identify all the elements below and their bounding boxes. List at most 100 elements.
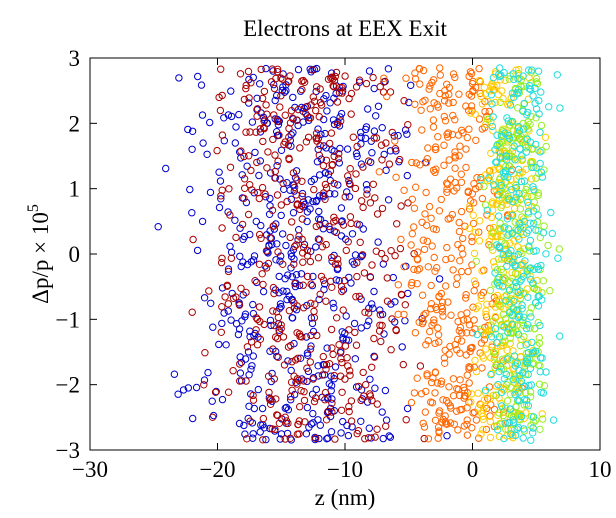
data-point-s3	[528, 202, 536, 211]
data-point-s1	[300, 377, 308, 385]
data-point-s1	[296, 144, 304, 152]
data-point-s2	[451, 164, 459, 172]
data-point-s2	[423, 155, 431, 163]
data-point-s1	[264, 259, 273, 268]
data-point-s2	[465, 125, 473, 133]
data-point-s5	[514, 122, 523, 131]
data-point-s2	[422, 188, 430, 197]
data-point-s1	[366, 199, 375, 207]
data-point-s0	[364, 105, 372, 113]
data-point-s0	[170, 370, 179, 378]
data-point-s2	[442, 282, 450, 290]
data-point-s1	[268, 425, 276, 433]
data-point-s0	[272, 256, 280, 264]
data-point-s2	[419, 236, 427, 244]
data-point-s1	[257, 234, 265, 243]
data-point-s2	[462, 351, 470, 359]
data-point-s1	[329, 82, 337, 90]
data-point-s1	[246, 128, 254, 136]
data-point-s4	[497, 420, 505, 428]
data-point-s1	[208, 413, 217, 421]
data-point-s5	[518, 305, 526, 313]
data-point-s0	[198, 217, 207, 226]
data-point-s1	[362, 381, 370, 389]
data-point-s4	[497, 203, 505, 212]
data-point-s1	[310, 307, 318, 316]
data-point-s0	[312, 385, 320, 394]
data-point-s1	[321, 396, 329, 404]
data-point-s3	[506, 239, 514, 247]
data-point-s0	[313, 196, 321, 205]
data-point-s4	[496, 224, 504, 233]
data-point-s1	[273, 334, 282, 343]
data-point-s1	[299, 281, 307, 289]
data-point-s1	[316, 85, 324, 93]
data-point-s4	[480, 182, 488, 191]
data-point-s0	[215, 203, 224, 212]
data-point-s0	[407, 81, 415, 90]
data-point-s1	[332, 228, 340, 237]
data-point-s5	[542, 250, 550, 258]
data-point-s5	[525, 66, 533, 74]
data-point-s5	[522, 148, 531, 156]
data-point-s2	[431, 143, 440, 151]
data-point-s5	[499, 168, 508, 177]
data-point-s2	[424, 144, 432, 152]
data-point-s1	[216, 106, 225, 115]
data-point-s3	[511, 359, 519, 367]
data-point-s2	[430, 316, 438, 324]
data-point-s1	[224, 300, 233, 308]
data-point-s1	[311, 394, 320, 402]
data-point-s0	[369, 304, 377, 312]
data-point-s1	[271, 151, 279, 159]
data-point-s0	[250, 252, 259, 260]
data-point-s1	[378, 204, 387, 213]
data-point-s5	[554, 254, 562, 262]
data-point-s2	[414, 248, 422, 256]
data-point-s1	[316, 221, 324, 229]
data-point-s1	[300, 396, 309, 405]
data-point-s2	[451, 116, 459, 124]
data-point-s1	[295, 376, 303, 385]
data-point-s5	[528, 349, 537, 357]
data-point-s0	[368, 149, 376, 157]
data-point-s2	[435, 338, 443, 346]
data-point-s5	[505, 195, 513, 203]
data-point-s4	[489, 317, 497, 325]
data-point-s2	[449, 111, 457, 120]
data-point-s2	[425, 85, 433, 93]
data-point-s4	[497, 320, 506, 329]
data-point-s1	[353, 259, 361, 267]
data-point-s2	[428, 321, 436, 329]
data-point-s2	[447, 254, 455, 262]
data-point-s1	[293, 176, 301, 184]
data-point-s5	[516, 145, 524, 153]
data-point-s1	[295, 417, 303, 425]
data-point-s2	[430, 253, 438, 262]
data-point-s2	[434, 434, 442, 442]
data-point-s1	[272, 74, 280, 83]
data-point-s0	[363, 186, 371, 194]
data-point-s0	[217, 195, 225, 203]
data-point-s0	[365, 424, 373, 432]
data-point-s0	[252, 217, 260, 226]
data-point-s0	[348, 258, 357, 266]
data-point-s2	[444, 129, 452, 137]
data-point-s1	[270, 375, 278, 383]
data-point-s2	[486, 412, 494, 420]
data-point-s2	[437, 289, 446, 298]
data-point-s4	[501, 315, 510, 323]
data-point-s2	[459, 234, 467, 243]
data-point-s1	[340, 276, 349, 285]
data-point-s2	[464, 389, 472, 397]
data-point-s4	[536, 233, 544, 242]
data-point-s2	[480, 336, 489, 344]
data-point-s3	[488, 213, 496, 222]
data-point-s4	[540, 222, 548, 230]
data-point-s1	[315, 113, 323, 121]
data-point-s1	[336, 83, 344, 92]
data-point-s1	[339, 306, 347, 314]
data-point-s1	[314, 134, 323, 143]
data-point-s0	[365, 317, 373, 325]
data-point-s5	[535, 110, 543, 118]
